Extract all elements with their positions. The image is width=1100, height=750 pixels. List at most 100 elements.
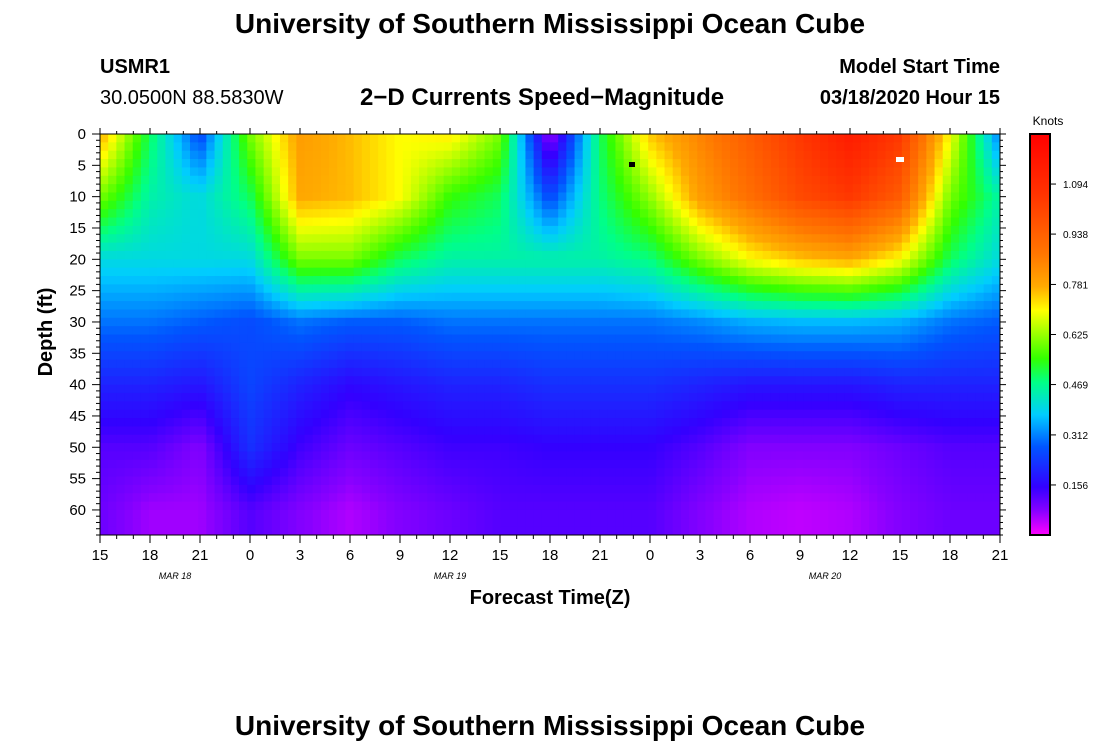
heatmap-cell	[844, 301, 854, 311]
heatmap-cell	[165, 209, 175, 219]
heatmap-cell	[615, 267, 625, 277]
heatmap-cell	[656, 317, 666, 327]
heatmap-cell	[721, 501, 731, 511]
heatmap-cell	[500, 259, 510, 269]
heatmap-cell	[386, 167, 396, 177]
heatmap-cell	[263, 167, 273, 177]
heatmap-cell	[533, 476, 543, 486]
heatmap-cell	[754, 175, 764, 185]
heatmap-cell	[721, 209, 731, 219]
heatmap-cell	[181, 200, 191, 210]
heatmap-cell	[165, 142, 175, 152]
heatmap-cell	[803, 468, 813, 478]
heatmap-cell	[689, 292, 698, 302]
heatmap-cell	[329, 192, 338, 202]
heatmap-cell	[460, 234, 469, 244]
heatmap-cell	[582, 484, 592, 494]
heatmap-cell	[394, 384, 404, 394]
heatmap-cell	[631, 526, 641, 535]
heatmap-cell	[844, 451, 854, 461]
heatmap-cell	[541, 443, 551, 453]
heatmap-cell	[787, 451, 797, 461]
heatmap-cell	[697, 250, 707, 260]
heatmap-cell	[108, 468, 117, 478]
heatmap-cell	[942, 334, 952, 344]
heatmap-cell	[427, 409, 437, 419]
heatmap-cell	[844, 292, 854, 302]
heatmap-cell	[198, 192, 207, 202]
heatmap-cell	[738, 309, 747, 319]
heatmap-cell	[836, 501, 846, 511]
heatmap-cell	[353, 242, 363, 252]
heatmap-cell	[631, 217, 641, 227]
heatmap-cell	[811, 284, 821, 294]
heatmap-cell	[320, 284, 330, 294]
heatmap-cell	[500, 309, 510, 319]
heatmap-cell	[181, 326, 191, 336]
heatmap-cell	[934, 493, 944, 503]
heatmap-cell	[198, 301, 207, 311]
heatmap-cell	[230, 476, 240, 486]
heatmap-cell	[468, 259, 477, 269]
heatmap-cell	[664, 192, 674, 202]
heatmap-cell	[181, 250, 191, 260]
heatmap-cell	[181, 159, 191, 169]
heatmap-cell	[541, 367, 551, 377]
heatmap-cell	[255, 200, 265, 210]
heatmap-cell	[149, 493, 158, 503]
heatmap-cell	[942, 134, 952, 143]
heatmap-cell	[468, 334, 477, 344]
heatmap-cell	[517, 493, 527, 503]
heatmap-cell	[762, 518, 772, 528]
heatmap-cell	[582, 468, 592, 478]
heatmap-cell	[738, 250, 747, 260]
heatmap-cell	[239, 401, 248, 411]
heatmap-cell	[574, 359, 584, 369]
heatmap-cell	[353, 134, 363, 143]
heatmap-cell	[828, 292, 837, 302]
heatmap-cell	[312, 434, 322, 444]
heatmap-cell	[828, 493, 837, 503]
heatmap-cell	[492, 426, 502, 436]
heatmap-cell	[337, 292, 347, 302]
heatmap-cell	[566, 351, 576, 361]
heatmap-cell	[623, 134, 633, 143]
heatmap-cell	[705, 200, 715, 210]
heatmap-cell	[116, 167, 126, 177]
heatmap-cell	[492, 292, 502, 302]
heatmap-cell	[509, 392, 518, 402]
heatmap-cell	[378, 292, 387, 302]
heatmap-cell	[190, 259, 199, 269]
heatmap-cell	[361, 284, 371, 294]
heatmap-cell	[590, 426, 600, 436]
heatmap-cell	[541, 142, 551, 152]
heatmap-cell	[607, 359, 617, 369]
heatmap-cell	[558, 292, 567, 302]
heatmap-cell	[288, 493, 297, 503]
heatmap-cell	[672, 426, 682, 436]
heatmap-cell	[607, 175, 617, 185]
heatmap-cell	[730, 317, 739, 327]
heatmap-cell	[869, 367, 878, 377]
heatmap-cell	[100, 250, 109, 260]
heatmap-cell	[926, 493, 936, 503]
heatmap-cell	[574, 476, 584, 486]
heatmap-cell	[566, 184, 576, 194]
heatmap-cell	[803, 267, 813, 277]
heatmap-cell	[566, 392, 576, 402]
heatmap-cell	[255, 209, 265, 219]
heatmap-cell	[468, 209, 477, 219]
heatmap-cell	[631, 501, 641, 511]
heatmap-cell	[885, 493, 895, 503]
heatmap-cell	[910, 175, 919, 185]
heatmap-cell	[247, 459, 257, 469]
heatmap-cell	[787, 250, 797, 260]
heatmap-cell	[762, 317, 772, 327]
heatmap-cell	[811, 409, 821, 419]
heatmap-cell	[795, 175, 805, 185]
heatmap-cell	[828, 234, 837, 244]
heatmap-cell	[656, 401, 666, 411]
heatmap-cell	[410, 334, 420, 344]
heatmap-cell	[844, 493, 854, 503]
heatmap-cell	[378, 167, 387, 177]
